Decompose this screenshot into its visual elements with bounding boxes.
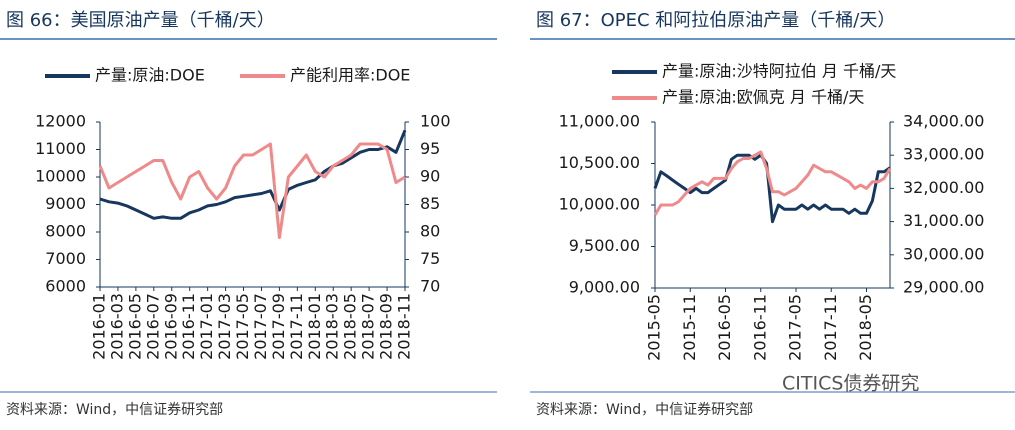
x-tick-label: 2017-09 xyxy=(269,293,288,360)
y-tick-label: 10,500.00 xyxy=(559,153,640,172)
y-tick-label: 11,000.00 xyxy=(559,112,640,131)
x-tick-label: 2017-05 xyxy=(233,293,252,360)
y-tick-label: 6000 xyxy=(45,277,86,296)
y-tick-label: 9000 xyxy=(45,194,86,213)
x-tick-label: 2016-11 xyxy=(179,293,198,360)
x-tick-label: 2017-01 xyxy=(197,293,216,360)
x-tick-label: 2017-03 xyxy=(215,293,234,360)
y2-tick-label: 95 xyxy=(420,139,440,158)
y-tick-label: 11000 xyxy=(35,139,86,158)
x-tick-label: 2017-05 xyxy=(786,294,805,361)
x-tick-label: 2017-11 xyxy=(821,294,840,361)
y2-tick-label: 29,000.00 xyxy=(903,278,984,297)
legend-label: 产量:原油:欧佩克 月 千桶/天 xyxy=(662,88,864,107)
y2-tick-label: 90 xyxy=(420,167,440,186)
chart-title: 图 66：美国原油产量（千桶/天） xyxy=(6,10,275,31)
y2-tick-label: 34,000.00 xyxy=(903,112,984,131)
x-tick-label: 2018-05 xyxy=(856,294,875,361)
x-tick-label: 2015-05 xyxy=(645,294,664,361)
x-tick-label: 2016-05 xyxy=(715,294,734,361)
y2-tick-label: 100 xyxy=(420,112,451,131)
series-line xyxy=(99,129,407,220)
x-tick-label: 2018-11 xyxy=(395,293,414,360)
x-tick-label: 2018-07 xyxy=(359,293,378,360)
series-line xyxy=(98,142,406,239)
y2-tick-label: 80 xyxy=(420,222,440,241)
series-line xyxy=(653,150,892,216)
y-tick-label: 10,000.00 xyxy=(559,195,640,214)
y2-tick-label: 30,000.00 xyxy=(903,244,984,263)
chart-title: 图 67：OPEC 和阿拉伯原油产量（千桶/天） xyxy=(536,10,895,31)
x-tick-label: 2017-07 xyxy=(251,293,270,360)
y-tick-label: 9,500.00 xyxy=(569,236,640,255)
y2-tick-label: 31,000.00 xyxy=(903,211,984,230)
x-tick-label: 2018-05 xyxy=(341,293,360,360)
x-tick-label: 2016-01 xyxy=(90,293,109,360)
y-tick-label: 12000 xyxy=(35,112,86,131)
y-tick-label: 8000 xyxy=(45,222,86,241)
y2-tick-label: 85 xyxy=(420,194,440,213)
x-tick-label: 2016-07 xyxy=(143,293,162,360)
y2-tick-label: 75 xyxy=(420,249,440,268)
legend-label: 产量:原油:DOE xyxy=(95,66,205,85)
legend-label: 产量:原油:沙特阿拉伯 月 千桶/天 xyxy=(662,62,896,81)
x-tick-label: 2016-03 xyxy=(107,293,126,360)
x-tick-label: 2016-09 xyxy=(161,293,180,360)
y-tick-label: 7000 xyxy=(45,249,86,268)
series-line xyxy=(653,153,891,224)
x-tick-label: 2016-05 xyxy=(125,293,144,360)
source-note: 资料来源：Wind，中信证券研究部 xyxy=(6,402,223,418)
x-tick-label: 2018-09 xyxy=(377,293,396,360)
x-tick-label: 2018-03 xyxy=(323,293,342,360)
y-tick-label: 9,000.00 xyxy=(569,278,640,297)
watermark: CITICS债券研究 xyxy=(782,373,919,395)
x-tick-label: 2017-11 xyxy=(287,293,306,360)
y2-tick-label: 33,000.00 xyxy=(903,145,984,164)
y-tick-label: 10000 xyxy=(35,167,86,186)
y2-tick-label: 70 xyxy=(420,277,440,296)
x-tick-label: 2015-11 xyxy=(680,294,699,361)
y2-tick-label: 32,000.00 xyxy=(903,178,984,197)
x-tick-label: 2018-01 xyxy=(305,293,324,360)
legend-label: 产能利用率:DOE xyxy=(290,66,410,85)
source-note: 资料来源：Wind，中信证券研究部 xyxy=(536,402,753,418)
x-tick-label: 2016-11 xyxy=(750,294,769,361)
